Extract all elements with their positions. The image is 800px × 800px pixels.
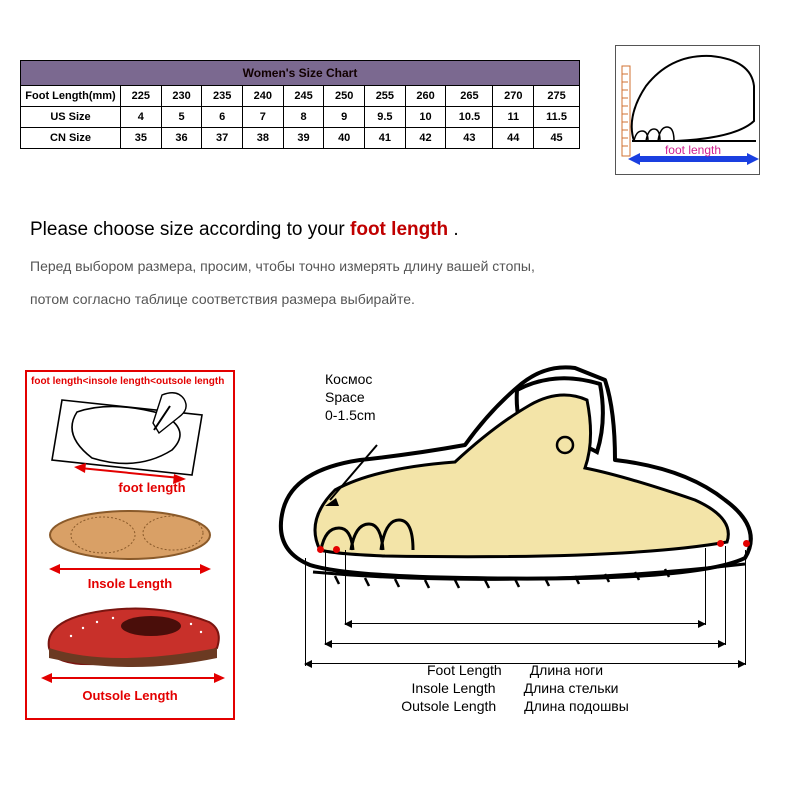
dim-insole-length bbox=[325, 643, 725, 644]
size-chart-title: Women's Size Chart bbox=[21, 61, 580, 86]
panel-foot-length-label: foot length bbox=[118, 480, 185, 495]
instruction-ru1: Перед выбором размера, просим, чтобы точ… bbox=[30, 255, 770, 277]
foot-measure-icon: foot length bbox=[615, 45, 760, 175]
length-labels: Foot Length Длина ноги Insole Length Дли… bbox=[265, 660, 765, 714]
row-label-cn-size: CN Size bbox=[21, 128, 121, 149]
panel-insole-label: Insole Length bbox=[88, 576, 173, 591]
foot-length-arrow-label: foot length bbox=[665, 143, 721, 157]
dot-heel-inner bbox=[717, 540, 724, 547]
table-cell: 37 bbox=[202, 128, 243, 149]
table-cell: 5 bbox=[161, 107, 202, 128]
row-label-foot-length: Foot Length(mm) bbox=[21, 86, 121, 107]
guide bbox=[305, 558, 306, 666]
instruction-suffix: . bbox=[448, 219, 459, 240]
table-cell: 9.5 bbox=[365, 107, 406, 128]
table-cell: 42 bbox=[405, 128, 446, 149]
table-cell: 38 bbox=[243, 128, 284, 149]
table-cell: 4 bbox=[121, 107, 162, 128]
instruction-ru2: потом согласно таблице соответствия разм… bbox=[30, 288, 770, 310]
table-cell: 270 bbox=[493, 86, 534, 107]
dim-foot-length bbox=[345, 623, 705, 624]
dot-insole-inner bbox=[333, 546, 340, 553]
label-insole-en: Insole Length bbox=[412, 680, 496, 696]
guide bbox=[725, 546, 726, 645]
table-row: Foot Length(mm) 225 230 235 240 245 250 … bbox=[21, 86, 580, 107]
dot-foot-start bbox=[317, 546, 324, 553]
table-cell: 225 bbox=[121, 86, 162, 107]
label-outsole-ru: Длина подошвы bbox=[524, 698, 629, 714]
panel-outsole-label: Outsole Length bbox=[82, 688, 177, 703]
compare-formula: foot length<insole length<outsole length bbox=[31, 376, 224, 387]
table-cell: 6 bbox=[202, 107, 243, 128]
table-cell: 44 bbox=[493, 128, 534, 149]
instruction-highlight: foot length bbox=[350, 219, 448, 240]
guide bbox=[745, 550, 746, 665]
table-cell: 240 bbox=[243, 86, 284, 107]
table-cell: 40 bbox=[324, 128, 365, 149]
dot-outsole-end bbox=[743, 540, 750, 547]
table-cell: 260 bbox=[405, 86, 446, 107]
table-cell: 11.5 bbox=[534, 107, 580, 128]
table-cell: 11 bbox=[493, 107, 534, 128]
table-cell: 7 bbox=[243, 107, 284, 128]
table-cell: 265 bbox=[446, 86, 493, 107]
table-cell: 8 bbox=[283, 107, 324, 128]
table-cell: 36 bbox=[161, 128, 202, 149]
instructions: Please choose size according to your foo… bbox=[30, 215, 770, 310]
table-cell: 235 bbox=[202, 86, 243, 107]
instruction-prefix: Please choose size according to your bbox=[30, 219, 350, 240]
guide bbox=[345, 550, 346, 625]
length-comparison-panel: foot length<insole length<outsole length… bbox=[25, 370, 235, 720]
guide bbox=[325, 550, 326, 645]
row-label-us-size: US Size bbox=[21, 107, 121, 128]
table-cell: 230 bbox=[161, 86, 202, 107]
table-cell: 10.5 bbox=[446, 107, 493, 128]
table-cell: 45 bbox=[534, 128, 580, 149]
size-chart-table: Women's Size Chart Foot Length(mm) 225 2… bbox=[20, 60, 580, 149]
table-cell: 275 bbox=[534, 86, 580, 107]
table-cell: 250 bbox=[324, 86, 365, 107]
shoe-diagram: Космос Space 0-1.5cm bbox=[265, 350, 765, 720]
table-cell: 39 bbox=[283, 128, 324, 149]
table-row: CN Size 35 36 37 38 39 40 41 42 43 44 45 bbox=[21, 128, 580, 149]
guide bbox=[705, 548, 706, 625]
table-cell: 9 bbox=[324, 107, 365, 128]
table-cell: 43 bbox=[446, 128, 493, 149]
label-foot-ru: Длина ноги bbox=[530, 662, 603, 678]
table-cell: 255 bbox=[365, 86, 406, 107]
label-outsole-en: Outsole Length bbox=[401, 698, 496, 714]
table-cell: 35 bbox=[121, 128, 162, 149]
table-row: US Size 4 5 6 7 8 9 9.5 10 10.5 11 11.5 bbox=[21, 107, 580, 128]
table-cell: 41 bbox=[365, 128, 406, 149]
table-cell: 10 bbox=[405, 107, 446, 128]
table-cell: 245 bbox=[283, 86, 324, 107]
label-insole-ru: Длина стельки bbox=[524, 680, 619, 696]
instruction-line1: Please choose size according to your foo… bbox=[30, 215, 770, 245]
label-foot-en: Foot Length bbox=[427, 662, 502, 678]
